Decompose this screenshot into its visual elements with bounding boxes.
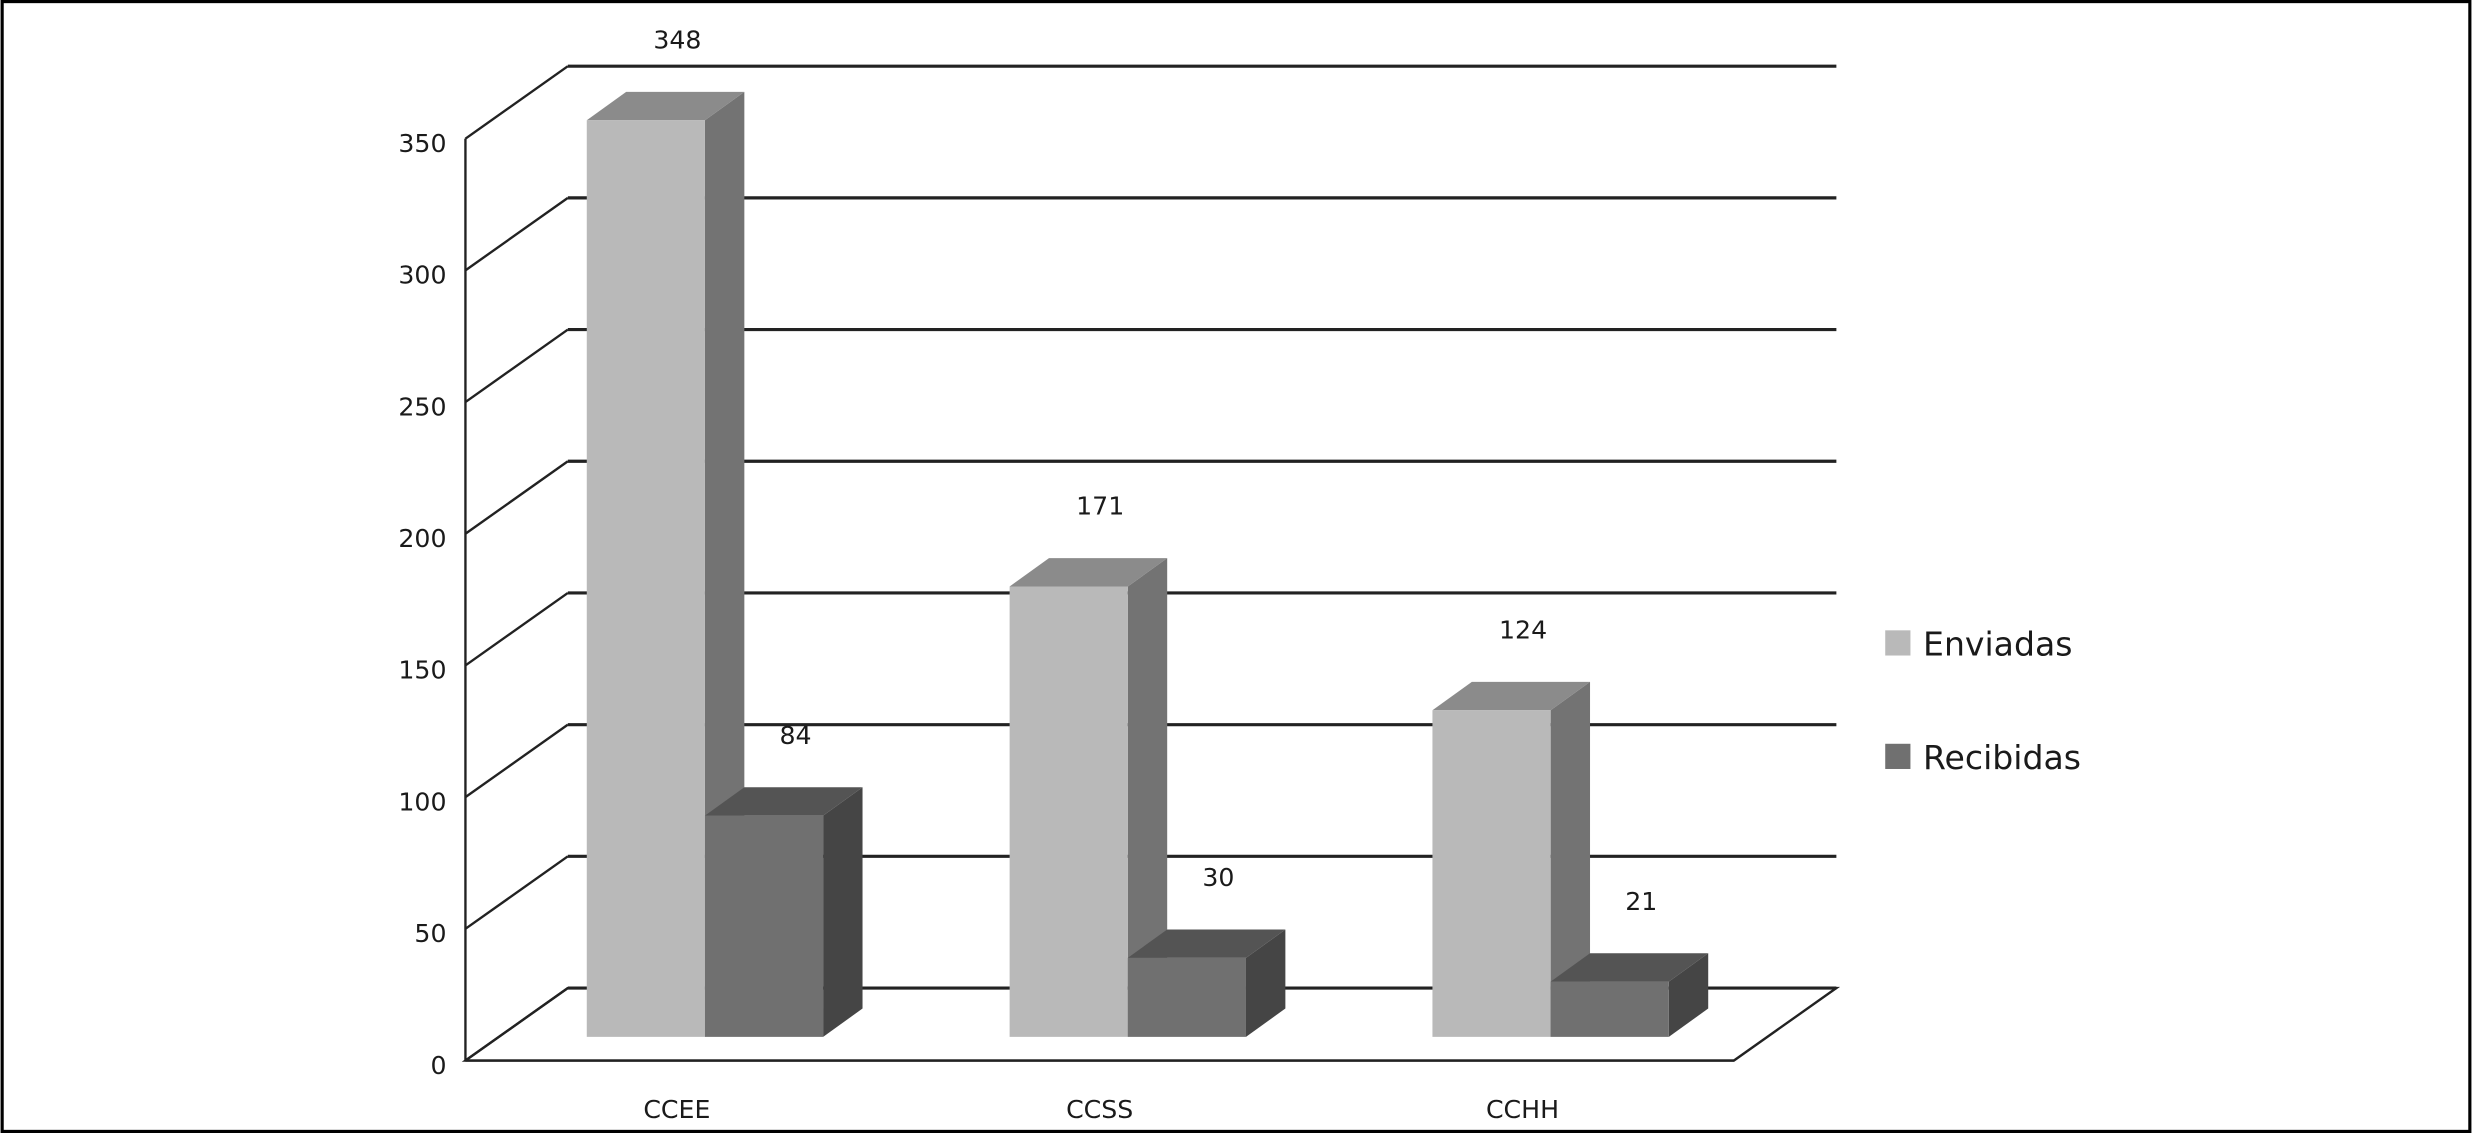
bar <box>1550 981 1669 1037</box>
y-tick-label: 350 <box>398 129 446 158</box>
bar-side <box>823 787 863 1037</box>
data-label: 171 <box>1076 492 1124 521</box>
legend-label: Recibidas <box>1923 738 2081 777</box>
y-tick-label: 100 <box>398 787 446 816</box>
bar <box>586 120 705 1037</box>
y-tick-label: 0 <box>430 1051 446 1080</box>
bar-side <box>1668 953 1709 1037</box>
bar-top <box>1550 953 1709 982</box>
data-label: 30 <box>1202 863 1234 892</box>
y-tick-label: 200 <box>398 524 446 553</box>
data-label: 124 <box>1499 615 1547 644</box>
bar <box>704 815 824 1037</box>
data-label: 21 <box>1625 887 1657 916</box>
bar <box>1127 957 1246 1037</box>
tick-diagonal <box>464 460 569 535</box>
tick-diagonal <box>464 987 569 1062</box>
y-tick-label: 250 <box>398 392 446 421</box>
legend-swatch <box>1885 743 1911 769</box>
bar-top <box>704 787 863 816</box>
y-tick-label: 300 <box>398 261 446 290</box>
tick-diagonal <box>464 65 569 140</box>
x-tick-label: CCEE <box>643 1095 710 1124</box>
tick-diagonal <box>464 328 569 404</box>
bar <box>1009 586 1128 1037</box>
bar-side <box>1245 929 1286 1037</box>
tick-diagonal <box>464 723 569 799</box>
data-label: 348 <box>653 26 701 55</box>
bar-top <box>1432 681 1591 711</box>
tick-diagonal <box>464 196 569 272</box>
bar-side <box>1127 558 1168 1037</box>
bar-top <box>1127 929 1286 958</box>
tick-diagonal <box>464 855 569 930</box>
y-tick-label: 150 <box>398 656 446 685</box>
x-tick-label: CCSS <box>1066 1095 1133 1124</box>
data-label: 84 <box>780 721 812 750</box>
legend-label: Enviadas <box>1923 625 2072 664</box>
legend-swatch <box>1885 630 1911 656</box>
plot: 0 50 100 150 200 250 300 350 CCEE 348 84 CCSS 171 30 C… <box>398 26 2081 1124</box>
x-tick-label: CCHH <box>1486 1095 1559 1124</box>
bar-side <box>1550 681 1591 1037</box>
bar <box>1432 710 1551 1037</box>
bar-top <box>1009 558 1168 587</box>
tick-diagonal <box>464 591 569 667</box>
y-tick-label: 50 <box>414 919 446 948</box>
bar-top <box>586 91 745 121</box>
